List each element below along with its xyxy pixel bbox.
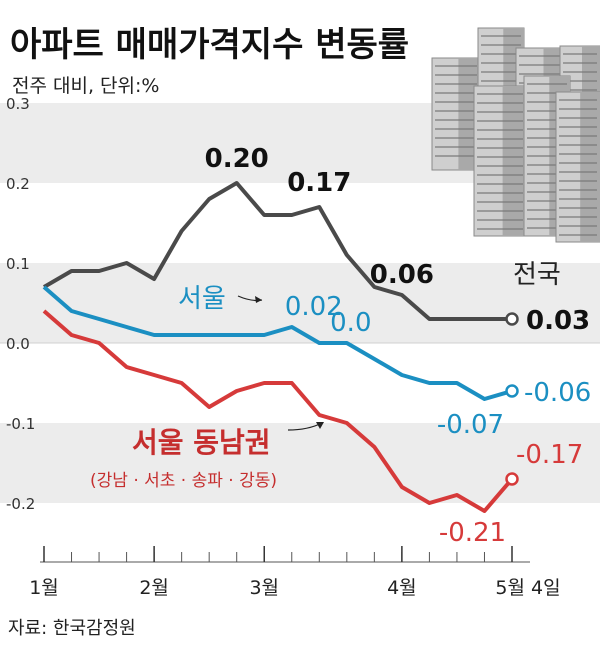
line-national	[42, 181, 512, 321]
series-label-seoul: 서울	[178, 284, 226, 314]
data-label: 0.0	[330, 308, 371, 338]
data-label: 0.20	[205, 144, 269, 174]
data-label: -0.17	[516, 440, 583, 470]
data-label: 0.17	[287, 168, 351, 198]
data-label: 0.02	[285, 292, 343, 322]
y-tick-label: -0.1	[6, 415, 35, 433]
data-label: 0.06	[370, 260, 434, 290]
building-shade	[580, 92, 600, 242]
y-tick-label: 0.2	[6, 175, 30, 193]
series-lines	[42, 181, 519, 513]
data-labels: 0.20 0.17 0.06 0.03 0.020.0 -0.07 -0.06 -0.21 -0…	[205, 144, 592, 548]
apartment-buildings-illustration	[431, 27, 600, 243]
x-tick-label: 4월	[387, 577, 417, 599]
data-label: -0.06	[524, 378, 591, 408]
y-tick-label: 0.3	[6, 95, 30, 113]
building-6	[555, 91, 600, 243]
data-label: -0.07	[437, 410, 504, 440]
line-southeast-end-marker	[505, 472, 519, 486]
y-tick-label: 0.0	[6, 335, 30, 353]
seoul-label-arrowhead	[255, 296, 262, 303]
x-tick-label: 5월 4일	[495, 577, 560, 599]
x-axis: 1월 2월 3월 4월 5월 4일	[29, 546, 561, 599]
x-tick-label: 3월	[249, 577, 279, 599]
building-4	[473, 85, 527, 237]
chart-subtitle: 전주 대비, 단위:%	[12, 75, 159, 97]
building-shade	[502, 86, 526, 236]
x-tick-label: 1월	[29, 577, 59, 599]
series-label-national: 전국	[513, 260, 561, 290]
series-label-southeast: 서울 동남권	[132, 426, 271, 459]
line-national-end-marker	[505, 312, 519, 326]
series-label-southeast-sub: (강남 · 서초 · 송파 · 강동)	[90, 471, 277, 491]
chart-title: 아파트 매매가격지수 변동률	[10, 25, 409, 65]
y-axis: 0.3 0.2 0.1 0.0 -0.1 -0.2	[6, 95, 35, 513]
building-0	[431, 57, 481, 171]
grid-band-2	[0, 423, 600, 503]
y-tick-label: -0.2	[6, 495, 35, 513]
line-seoul-end-marker	[505, 384, 519, 398]
data-label: -0.21	[439, 518, 506, 548]
southeast-label-arrowhead	[316, 422, 324, 429]
data-label: 0.03	[526, 306, 590, 336]
source-note: 자료: 한국감정원	[8, 618, 136, 639]
line-seoul	[42, 285, 513, 401]
y-tick-label: 0.1	[6, 255, 30, 273]
x-tick-label: 2월	[139, 577, 169, 599]
line-southeast	[42, 309, 514, 513]
